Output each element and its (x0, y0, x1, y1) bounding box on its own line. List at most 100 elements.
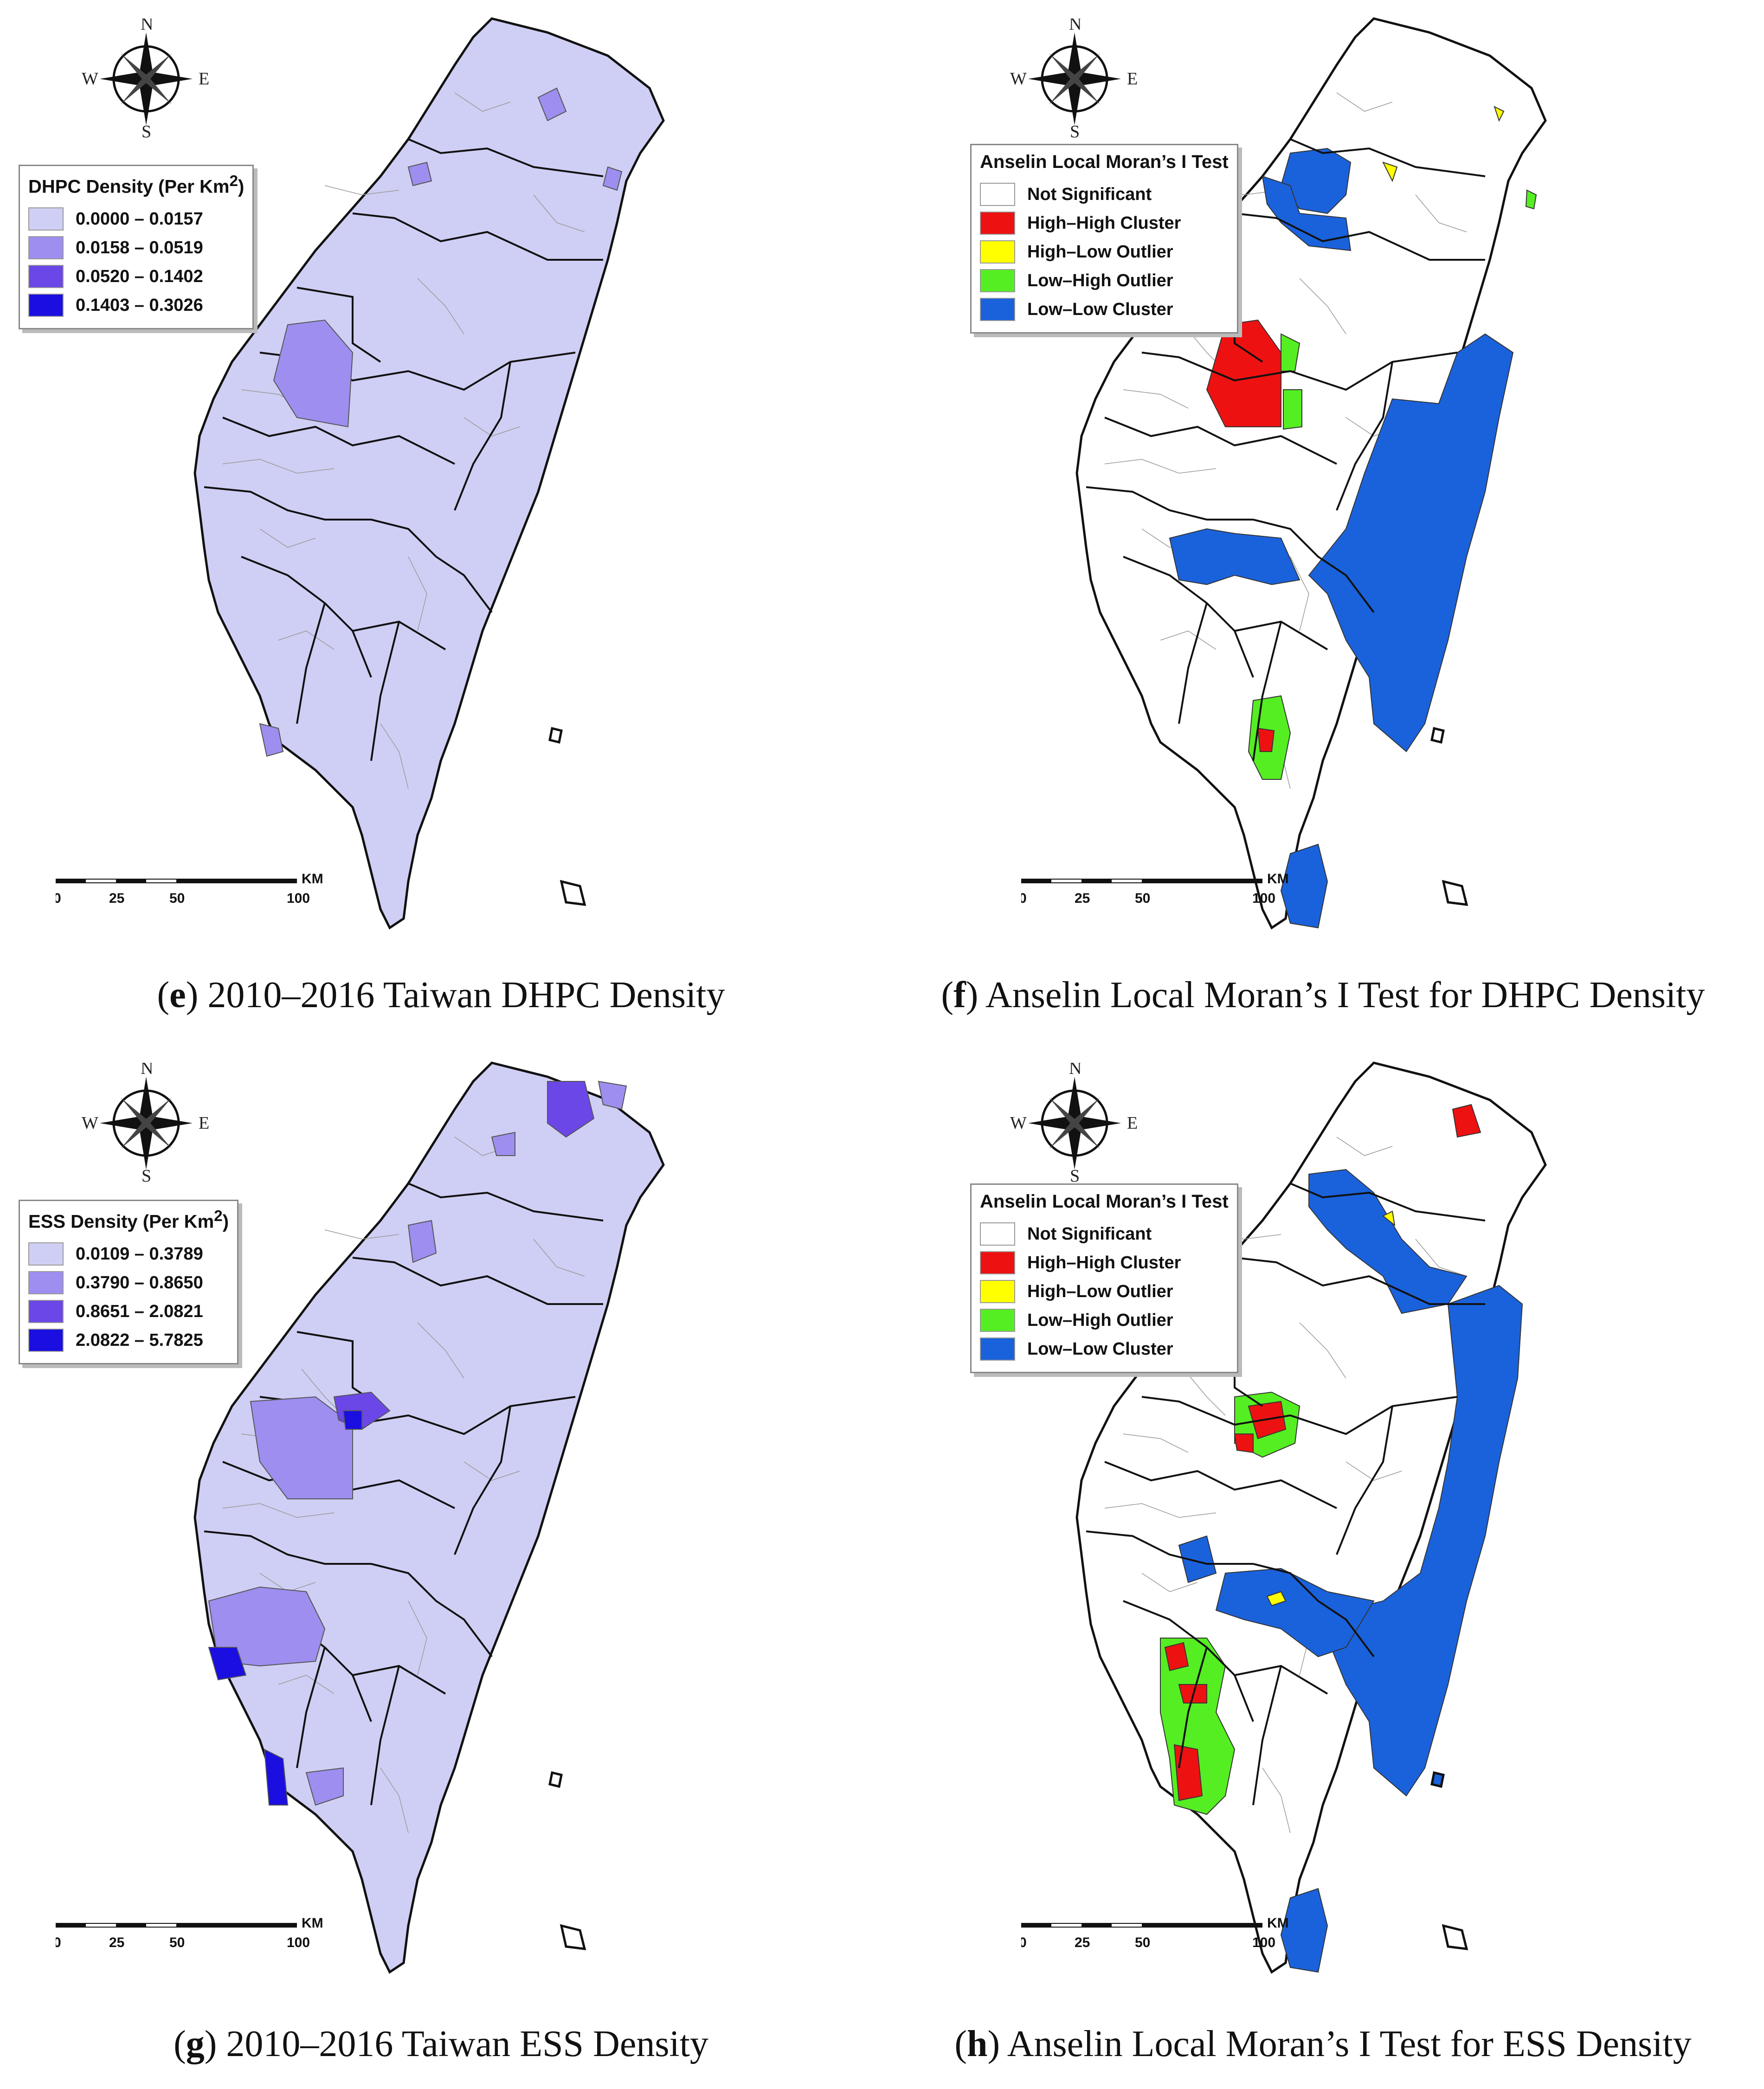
legend-label: 0.3790 – 0.8650 (76, 1273, 203, 1292)
legend-swatch (980, 1222, 1015, 1246)
legend-swatch (28, 294, 64, 317)
island-outline (548, 726, 563, 744)
legend-swatch (980, 269, 1015, 292)
legend-swatch (980, 1337, 1015, 1361)
legend: ESS Density (Per Km2) 0.0109 – 0.3789 0.3… (19, 1200, 239, 1365)
legend-label: 0.8651 – 2.0821 (76, 1301, 203, 1321)
island-outline (560, 880, 586, 906)
compass-s: S (142, 1166, 151, 1183)
region-high-low (1494, 106, 1505, 122)
scale-tick: 0 (1021, 891, 1027, 906)
region-low-low (1280, 843, 1328, 929)
legend-swatch (980, 1280, 1015, 1303)
compass-e: E (1127, 69, 1138, 89)
legend-item: High–High Cluster (980, 209, 1229, 238)
region-class-2 (537, 87, 567, 122)
scale-unit: KM (1267, 872, 1289, 887)
taiwan-map-ess-lisa (882, 1044, 1764, 1995)
caption-g: (g) 2010–2016 Taiwan ESS Density (174, 2024, 708, 2064)
compass-w: W (1010, 1113, 1027, 1133)
legend-swatch (980, 298, 1015, 321)
legend-item: 0.0000 – 0.0157 (28, 205, 244, 233)
legend-items: 0.0109 – 0.3789 0.3790 – 0.8650 0.8651 – 2… (28, 1240, 229, 1355)
legend-swatch (980, 240, 1015, 264)
legend-items: Not Significant High–High Cluster High–Low… (980, 1220, 1229, 1363)
scale-tick: 100 (1252, 1935, 1275, 1950)
region-class-2 (407, 1220, 437, 1263)
island-outline (1442, 1924, 1468, 1950)
scale-bar: KM 0 25 50 100 (1021, 872, 1289, 906)
legend-items: Not Significant High–High Cluster High–Low… (980, 180, 1229, 324)
caption-h: (h) Anselin Local Moran’s I Test for ESS… (954, 2024, 1692, 2064)
island-outline (560, 1924, 586, 1950)
region-low-high (1525, 189, 1537, 210)
scale-unit: KM (302, 872, 323, 887)
scale-tick: 50 (169, 1935, 185, 1950)
scale-tick: 100 (287, 891, 310, 906)
legend-item: 0.3790 – 0.8650 (28, 1268, 229, 1297)
scale-tick: 25 (1075, 1935, 1090, 1950)
legend-swatch (28, 265, 64, 289)
legend-label: 0.0520 – 0.1402 (76, 266, 203, 286)
scale-unit: KM (302, 1916, 323, 1931)
region-high-high (1234, 1433, 1254, 1453)
island-outline (1442, 880, 1468, 906)
legend-swatch (980, 1251, 1015, 1274)
compass-n: N (1069, 1063, 1082, 1078)
region-class-2 (273, 319, 354, 428)
scale-bar: KM 0 25 50 100 (1021, 1916, 1289, 1950)
legend-swatch (28, 1271, 64, 1295)
region-class-4 (208, 1647, 247, 1681)
scale-tick: 100 (1252, 891, 1275, 906)
legend-label: Low–High Outlier (1027, 1310, 1173, 1330)
region-high-low (1382, 161, 1398, 182)
region-high-low (1382, 1210, 1396, 1227)
compass-e: E (1127, 1113, 1138, 1133)
compass-rose-icon: N S W E (1010, 19, 1138, 139)
region-high-low (1266, 1591, 1287, 1607)
legend-item: Low–Low Cluster (980, 1335, 1229, 1363)
scale-tick: 50 (1135, 891, 1150, 906)
legend-item: 0.1403 – 0.3026 (28, 291, 244, 320)
scale-tick: 0 (56, 891, 61, 906)
region-low-low (1262, 175, 1352, 251)
scale-bar: KM 0 25 50 100 (56, 1916, 323, 1950)
compass-e: E (199, 69, 209, 89)
legend-item: Not Significant (980, 180, 1229, 209)
caption-e: (e) 2010–2016 Taiwan DHPC Density (157, 975, 725, 1016)
panel-h: N S W E Anselin Local Moran’s I Test Not… (882, 1044, 1764, 2089)
scale-unit: KM (1267, 1916, 1289, 1931)
legend-item: Low–High Outlier (980, 1306, 1229, 1335)
compass-n: N (1069, 19, 1082, 34)
region-low-high (1283, 389, 1302, 430)
legend-item: High–Low Outlier (980, 238, 1229, 266)
region-high-high (1452, 1104, 1481, 1138)
region-high-high (1257, 727, 1275, 752)
island-outline (548, 1771, 563, 1788)
panel-f: N S W E Anselin Local Moran’s I Test Not… (882, 0, 1764, 1044)
compass-rose-icon: N S W E (82, 1063, 209, 1183)
scale-bar: KM 0 25 50 100 (56, 872, 323, 906)
legend-items: 0.0000 – 0.0157 0.0158 – 0.0519 0.0520 – 0… (28, 205, 244, 320)
region-high-high (1164, 1642, 1189, 1671)
taiwan-map-dhpc-lisa (882, 0, 1764, 951)
legend-swatch (28, 1329, 64, 1352)
scale-tick: 100 (287, 1935, 310, 1950)
legend-swatch (980, 212, 1015, 235)
region-class-4 (342, 1410, 362, 1430)
legend-title: Anselin Local Moran’s I Test (980, 152, 1229, 172)
compass-s: S (1070, 122, 1080, 139)
legend-item: 0.8651 – 2.0821 (28, 1297, 229, 1326)
compass-n: N (141, 1063, 153, 1078)
scale-tick: 25 (1075, 891, 1090, 906)
legend-label: 0.0109 – 0.3789 (76, 1244, 203, 1264)
scale-tick: 0 (1021, 1935, 1027, 1950)
legend-label: 0.0000 – 0.0157 (76, 209, 203, 229)
legend-swatch (28, 1300, 64, 1324)
legend-label: 2.0822 – 5.7825 (76, 1330, 203, 1350)
scale-tick: 50 (1135, 1935, 1150, 1950)
legend-item: 0.0158 – 0.0519 (28, 233, 244, 262)
region-low-low (1178, 1535, 1217, 1583)
panel-e: N S W E DHPC Density (Per Km2) 0.0000 – … (0, 0, 882, 1044)
scale-tick: 0 (56, 1935, 61, 1950)
